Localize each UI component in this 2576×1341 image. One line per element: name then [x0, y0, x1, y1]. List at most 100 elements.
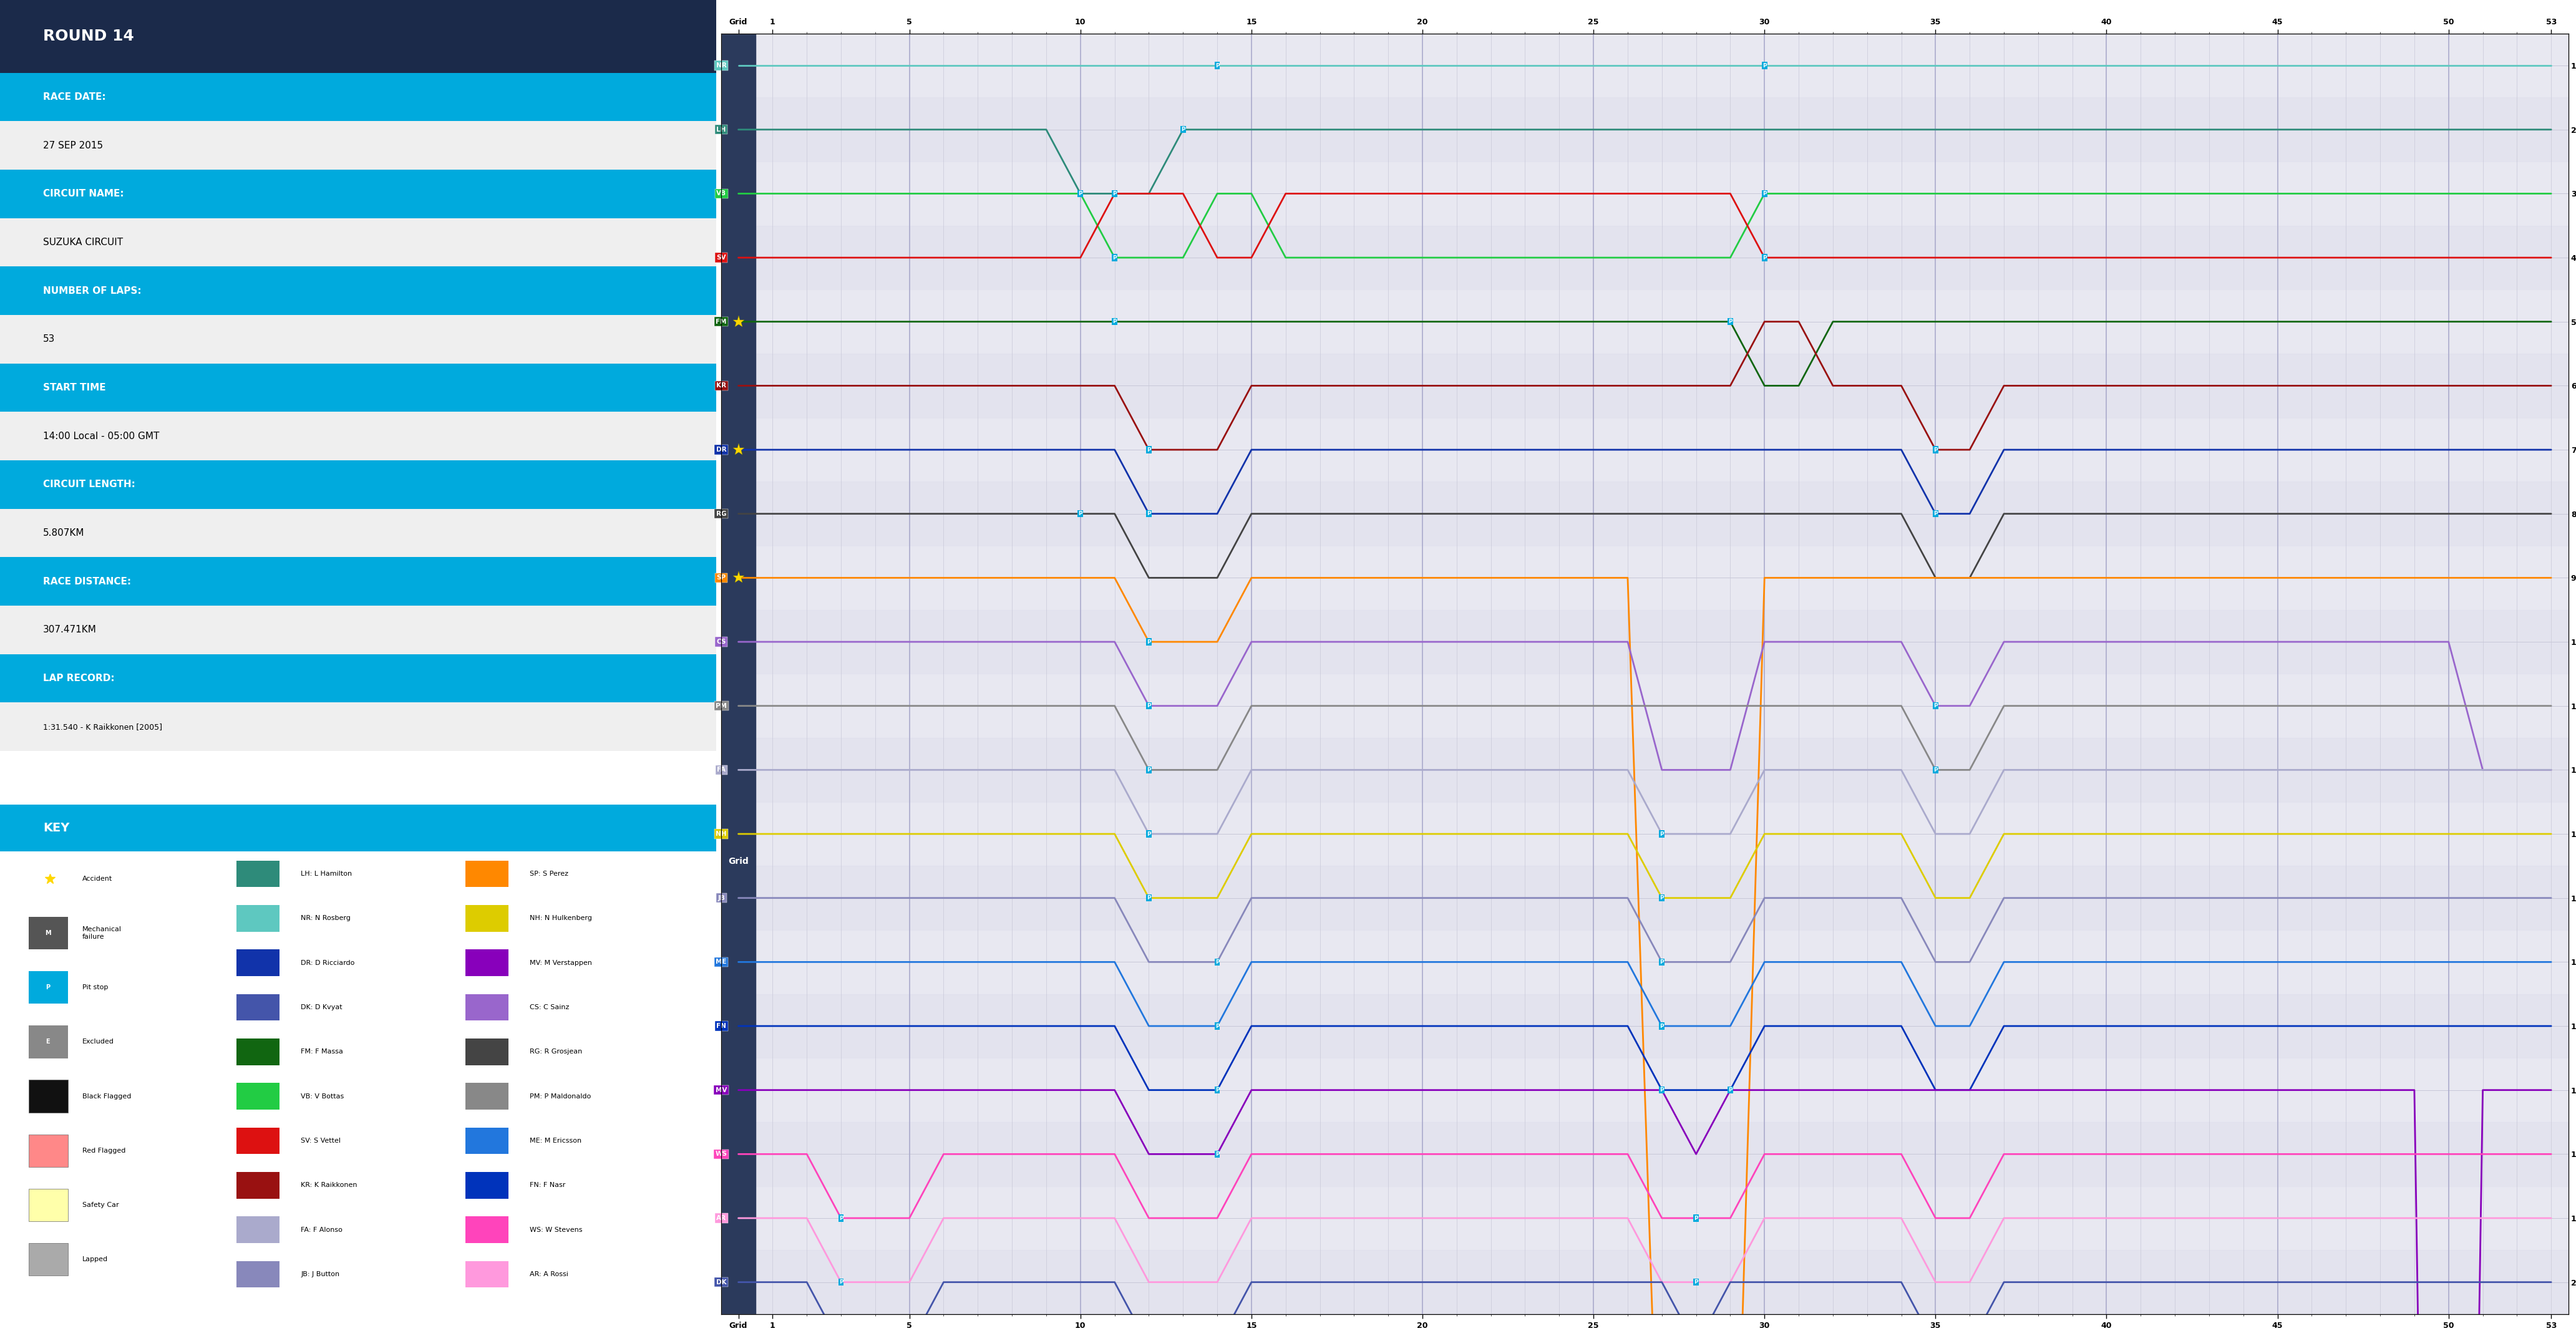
Text: P: P — [1762, 63, 1767, 68]
Bar — [0, 412, 716, 460]
Bar — [0, 508, 716, 557]
Text: P: P — [1146, 447, 1151, 452]
Text: P: P — [1728, 319, 1731, 325]
Text: NH: NH — [716, 831, 726, 837]
Text: CS: CS — [716, 638, 726, 645]
Text: P: P — [1659, 1023, 1664, 1029]
Text: 5.807KM: 5.807KM — [44, 528, 85, 538]
Bar — [721, 481, 2568, 546]
Text: AR: AR — [716, 1215, 726, 1222]
Bar — [28, 1188, 67, 1222]
Text: 307.471KM: 307.471KM — [44, 625, 95, 634]
Text: FA: FA — [716, 767, 726, 772]
Bar — [721, 546, 2568, 610]
Bar — [721, 866, 2568, 931]
Text: DR: DR — [716, 447, 726, 453]
Text: SV: S Vettel: SV: S Vettel — [301, 1137, 340, 1144]
Text: Grid: Grid — [729, 857, 750, 866]
Text: LH: LH — [716, 126, 726, 133]
Bar — [0, 654, 716, 703]
Text: FM: F Massa: FM: F Massa — [301, 1049, 343, 1055]
Bar — [0, 751, 716, 805]
Bar — [0, 121, 716, 169]
Text: P: P — [1762, 190, 1767, 196]
Bar — [0, 0, 716, 72]
Text: P: P — [1146, 767, 1151, 772]
Bar — [237, 1084, 278, 1109]
Bar — [0, 169, 716, 219]
Text: P: P — [1113, 255, 1115, 260]
Text: P: P — [1935, 767, 1937, 772]
Bar — [466, 905, 507, 932]
Bar — [721, 802, 2568, 866]
Text: Red Flagged: Red Flagged — [82, 1148, 126, 1153]
Text: KEY: KEY — [44, 822, 70, 834]
Bar — [28, 1026, 67, 1058]
Bar — [237, 1172, 278, 1199]
Text: P: P — [46, 984, 49, 991]
Text: Safety Car: Safety Car — [82, 1202, 118, 1208]
Bar — [721, 354, 2568, 417]
Text: VB: VB — [716, 190, 726, 197]
Text: Lapped: Lapped — [82, 1257, 108, 1262]
Text: Mechanical
failure: Mechanical failure — [82, 927, 121, 940]
Bar — [237, 1216, 278, 1243]
Text: FN: FN — [716, 1023, 726, 1029]
Text: Accident: Accident — [82, 876, 113, 882]
Text: P: P — [1180, 127, 1185, 133]
Bar — [721, 225, 2568, 290]
Text: DR: D Ricciardo: DR: D Ricciardo — [301, 960, 355, 966]
Bar — [466, 1216, 507, 1243]
Bar — [0, 315, 716, 363]
Bar — [0, 219, 716, 267]
Text: P: P — [1146, 703, 1151, 708]
Bar — [721, 738, 2568, 802]
Text: 1:31.540 - K Raikkonen [2005]: 1:31.540 - K Raikkonen [2005] — [44, 723, 162, 731]
Bar — [466, 994, 507, 1021]
Text: ROUND 14: ROUND 14 — [44, 30, 134, 44]
Bar — [466, 861, 507, 888]
Bar — [0, 703, 716, 751]
Bar — [28, 971, 67, 1004]
Bar — [0, 557, 716, 606]
Text: SV: SV — [716, 255, 726, 260]
Bar — [0, 267, 716, 315]
Text: CIRCUIT LENGTH:: CIRCUIT LENGTH: — [44, 480, 134, 489]
Bar — [237, 905, 278, 932]
Text: ME: M Ericsson: ME: M Ericsson — [531, 1137, 582, 1144]
Text: JB: JB — [719, 894, 724, 901]
Text: P: P — [1113, 190, 1115, 196]
Text: M: M — [44, 931, 52, 936]
Text: NR: NR — [716, 63, 726, 68]
Bar — [721, 34, 2568, 98]
Text: P: P — [1659, 831, 1664, 837]
Text: VB: V Bottas: VB: V Bottas — [301, 1093, 345, 1100]
Bar — [466, 1128, 507, 1155]
Bar — [721, 290, 2568, 354]
Text: P: P — [1695, 1215, 1698, 1220]
Bar — [237, 1261, 278, 1287]
Bar — [721, 161, 2568, 225]
Text: P: P — [840, 1279, 842, 1285]
Bar — [237, 949, 278, 976]
Bar — [28, 1243, 67, 1275]
Bar — [466, 1038, 507, 1065]
Text: RACE DISTANCE:: RACE DISTANCE: — [44, 577, 131, 586]
Bar — [237, 994, 278, 1021]
Text: FM: FM — [716, 319, 726, 325]
Text: P: P — [1146, 896, 1151, 901]
Bar — [721, 673, 2568, 738]
Text: P: P — [1659, 1088, 1664, 1093]
Text: P: P — [1146, 640, 1151, 645]
Text: P: P — [1216, 1088, 1218, 1093]
Text: P: P — [1146, 511, 1151, 516]
Bar — [0, 72, 716, 121]
Bar — [721, 1058, 2568, 1122]
Bar — [721, 417, 2568, 481]
Bar — [721, 1185, 2568, 1250]
Text: P: P — [1146, 831, 1151, 837]
Text: P: P — [1216, 1152, 1218, 1157]
Bar — [721, 929, 2568, 994]
Bar — [466, 1084, 507, 1109]
Text: P: P — [1935, 703, 1937, 708]
